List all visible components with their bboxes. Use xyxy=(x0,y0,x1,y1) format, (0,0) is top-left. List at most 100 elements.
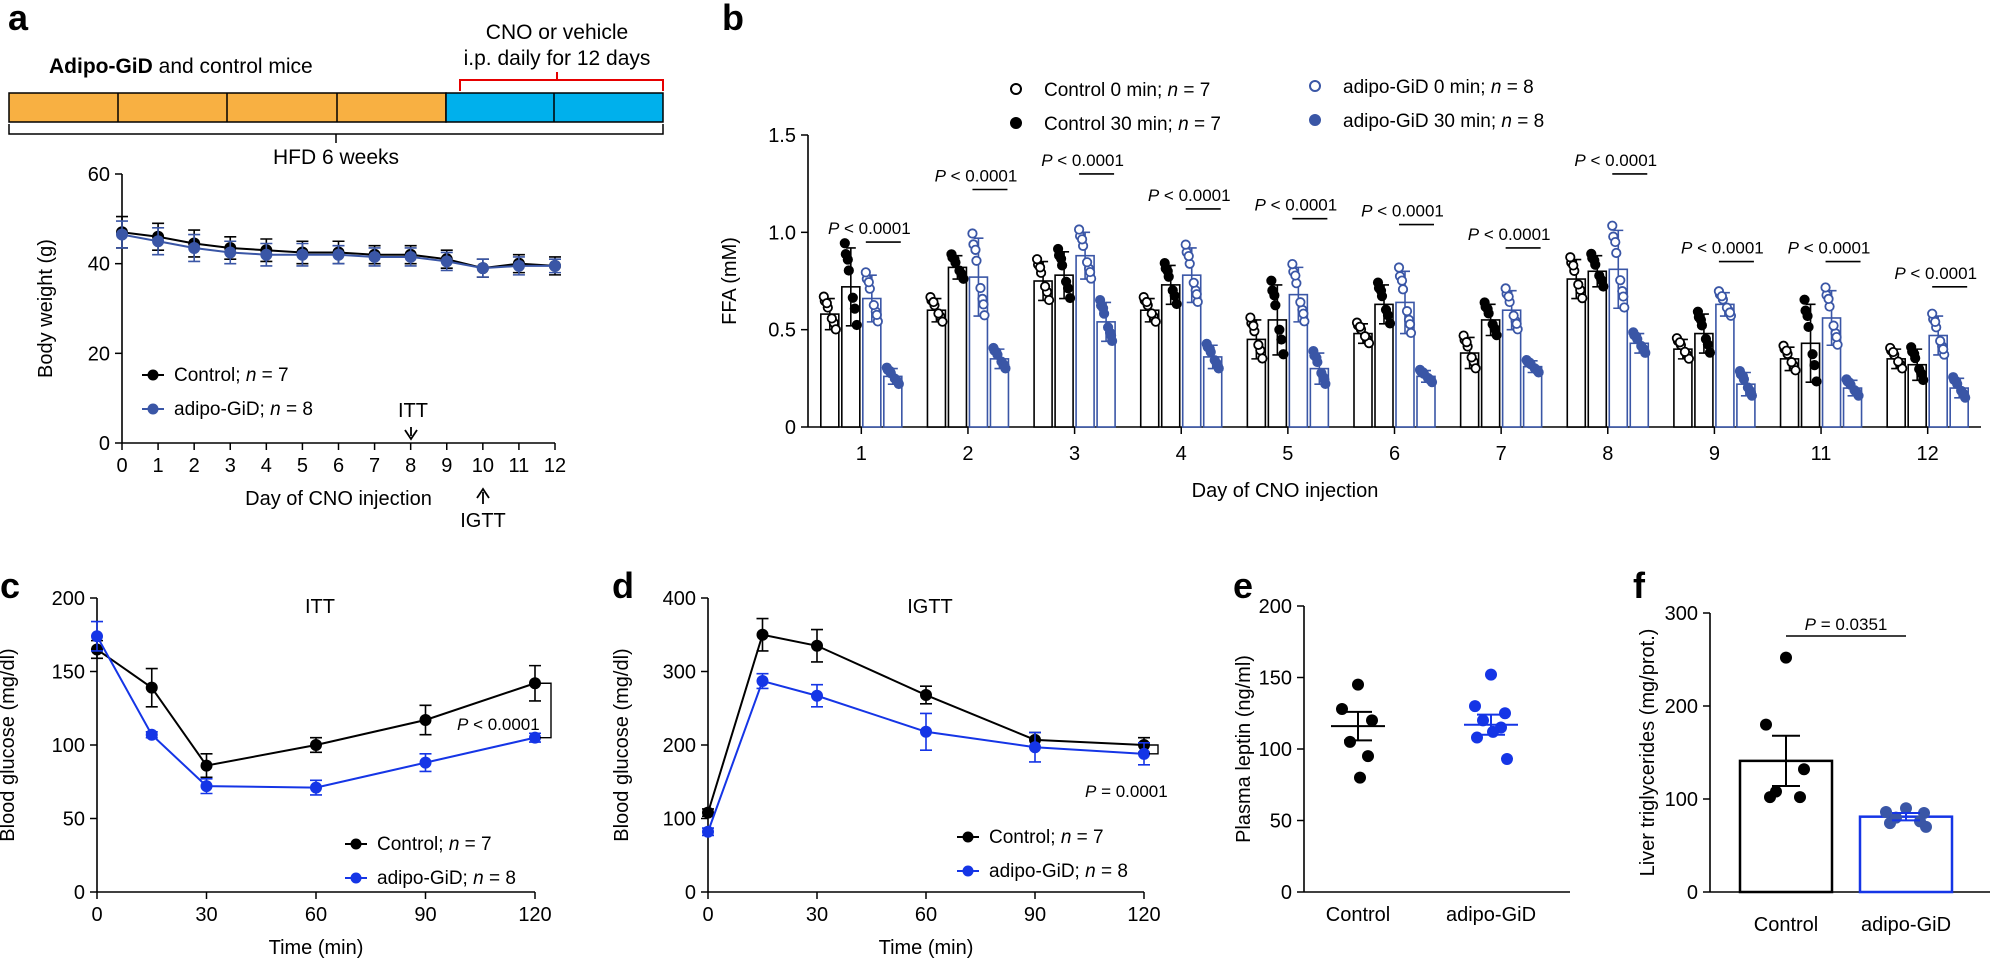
f-y-tick-label: 300 xyxy=(1665,603,1698,625)
f-point-0 xyxy=(1760,718,1772,731)
e-y-tick-label: 0 xyxy=(1281,882,1292,904)
cno-line-1: CNO or vehicle xyxy=(486,21,628,44)
a-x-axis-title: Day of CNO injection xyxy=(245,488,432,510)
d-series-1-point xyxy=(702,825,714,838)
c-x-tick-label: 0 xyxy=(91,904,102,926)
b-point-2 xyxy=(1084,266,1096,278)
a-igtt-arrow xyxy=(476,487,490,504)
e-point-0 xyxy=(1354,771,1366,784)
b-point-1 xyxy=(1276,334,1287,345)
b-point-0 xyxy=(1781,345,1792,356)
b-point-3 xyxy=(991,346,1002,358)
b-x-tick-label: 7 xyxy=(1496,443,1507,465)
b-bar-0 xyxy=(926,309,947,428)
schematic-title-strong: Adipo-GiD xyxy=(49,55,153,78)
b-pvalue-label: P < 0.0001 xyxy=(1148,186,1231,205)
f-point-0 xyxy=(1794,791,1806,804)
a-series-1-point xyxy=(116,228,128,241)
b-point-1 xyxy=(1064,292,1076,304)
c-series-1-point xyxy=(91,630,103,643)
e-point-0 xyxy=(1336,702,1348,715)
b-y-tick-label: 0.5 xyxy=(768,320,796,342)
a-series-1-point xyxy=(476,262,489,275)
b-legend-marker xyxy=(1010,117,1022,129)
b-pvalue-label: P < 0.0001 xyxy=(1681,239,1764,258)
b-point-1 xyxy=(1809,359,1820,371)
c-x-tick-label: 30 xyxy=(195,904,217,926)
hfd-bracket xyxy=(8,124,664,143)
b-bar-1 xyxy=(1587,270,1608,428)
b-point-0 xyxy=(1141,296,1152,308)
b-point-1 xyxy=(1269,290,1280,301)
d-title: IGTT xyxy=(907,596,953,618)
b-point-2 xyxy=(1607,220,1618,231)
b-legend-label: adipo-GiD 30 min; n = 8 xyxy=(1343,111,1544,132)
a-x-tick-label: 11 xyxy=(509,455,530,477)
a-x-tick-label: 4 xyxy=(261,455,272,477)
c-series-0-point xyxy=(310,739,322,751)
b-point-0 xyxy=(933,308,944,319)
d-series-1-point xyxy=(1029,741,1041,754)
cno-line-2: i.p. daily for 12 days xyxy=(464,47,651,70)
e-point-1 xyxy=(1501,753,1513,766)
b-point-1 xyxy=(1914,363,1925,375)
d-series-1-point xyxy=(756,675,769,688)
b-point-2 xyxy=(1287,259,1298,270)
a-legend-marker xyxy=(147,403,159,415)
d-series-1-point xyxy=(1138,747,1150,760)
e-point-0 xyxy=(1344,735,1356,748)
b-point-0 xyxy=(1146,308,1157,319)
b-point-2 xyxy=(1081,257,1093,268)
c-x-tick-label: 60 xyxy=(305,904,327,926)
b-point-2 xyxy=(1618,291,1629,302)
e-point-1 xyxy=(1477,714,1489,727)
b-point-2 xyxy=(975,282,986,294)
panel-f-triglycerides-chart: 0 100 200 300 Liver triglycerides (mg/prot.)… xyxy=(1637,603,1990,936)
c-y-tick-label: 100 xyxy=(52,735,85,757)
d-x-tick-label: 90 xyxy=(1024,904,1046,926)
c-x-axis-title: Time (min) xyxy=(269,937,364,959)
c-legend-marker xyxy=(350,872,362,884)
b-point-1 xyxy=(1704,347,1716,358)
d-significance-bracket xyxy=(1149,744,1159,755)
schematic-title-rest: and control mice xyxy=(153,55,313,78)
d-series-0-point xyxy=(920,689,932,702)
b-point-1 xyxy=(1700,333,1712,345)
f-y-tick-label: 0 xyxy=(1687,882,1698,904)
d-series-0-point xyxy=(702,806,714,819)
b-bar-2 xyxy=(1715,303,1735,428)
b-pvalue-label: P < 0.0001 xyxy=(1361,202,1444,221)
bar-dividers xyxy=(117,93,555,122)
c-series-1-point xyxy=(310,781,322,794)
b-point-2 xyxy=(1927,308,1938,319)
b-point-0 xyxy=(1245,312,1256,323)
c-legend-label: adipo-GiD; n = 8 xyxy=(377,868,516,889)
a-y-tick-label: 20 xyxy=(88,343,110,365)
f-point-1 xyxy=(1900,802,1912,815)
b-point-2 xyxy=(1615,275,1626,286)
d-x-axis-title: Time (min) xyxy=(879,937,974,959)
b-bar-1 xyxy=(947,266,968,428)
b-legend-label: Control 0 min; n = 7 xyxy=(1044,80,1210,101)
b-point-1 xyxy=(1270,300,1281,311)
b-point-3 xyxy=(1204,343,1215,354)
b-point-2 xyxy=(1619,302,1630,313)
b-point-0 xyxy=(1043,294,1055,306)
b-point-3 xyxy=(1737,370,1749,382)
b-point-1 xyxy=(954,265,965,276)
b-y-tick-label: 1.5 xyxy=(768,125,796,147)
b-point-1 xyxy=(842,254,853,265)
c-series-1-point xyxy=(419,756,432,769)
a-itt-label: ITT xyxy=(398,400,428,422)
b-pvalue-label: P < 0.0001 xyxy=(1255,196,1338,215)
c-series-0-point xyxy=(419,714,432,727)
b-point-1 xyxy=(1692,306,1704,317)
b-point-1 xyxy=(1380,304,1392,315)
b-point-2 xyxy=(1500,283,1511,294)
b-point-2 xyxy=(1724,307,1736,318)
a-x-tick-label: 3 xyxy=(225,455,236,477)
b-point-3 xyxy=(1212,359,1223,371)
b-point-1 xyxy=(1482,303,1493,315)
c-series-0-point xyxy=(145,681,158,694)
